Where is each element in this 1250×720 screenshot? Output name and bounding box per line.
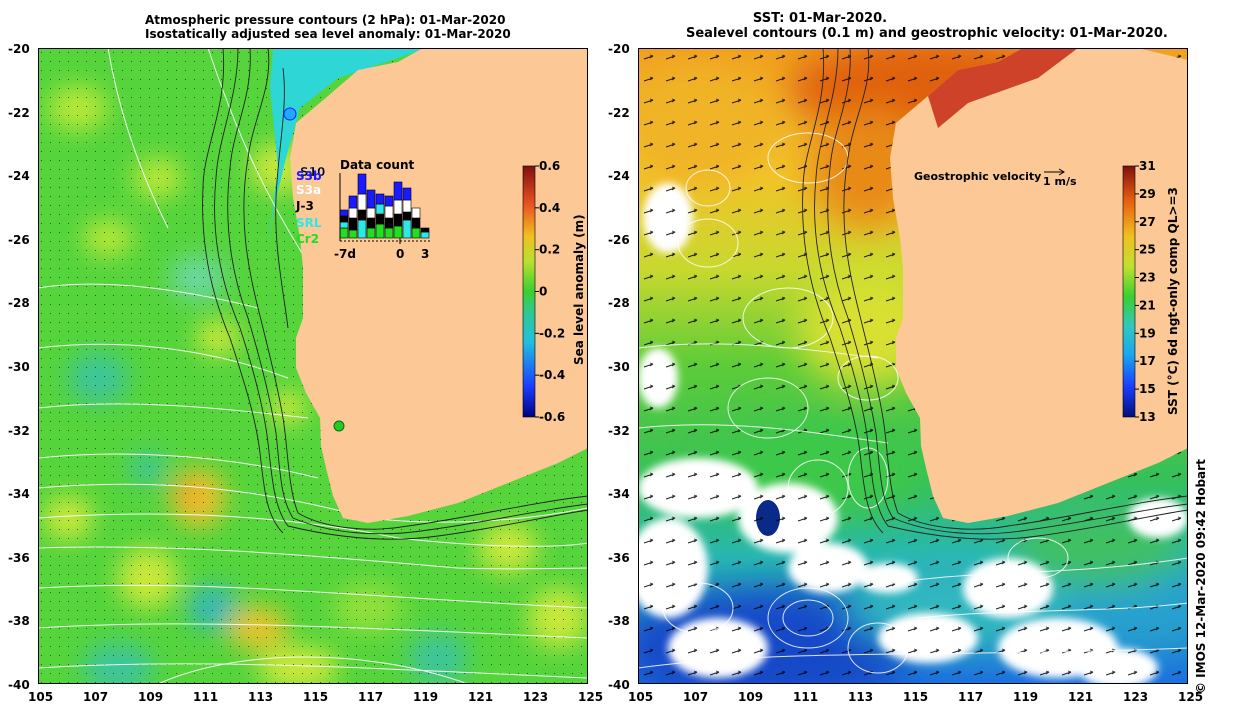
rightY-tick: -30 <box>608 360 630 374</box>
rightX-tick: 121 <box>1068 690 1094 704</box>
rightY-tick: -40 <box>608 678 630 692</box>
station-marker-south <box>333 420 345 432</box>
leftX-tick: 121 <box>468 690 494 704</box>
leftY-tick: -24 <box>8 169 30 184</box>
left-title-line1: Atmospheric pressure contours (2 hPa): 0… <box>145 13 506 27</box>
sstTicks-label: 17 <box>1139 354 1156 368</box>
velocity-legend-arrow <box>1044 168 1065 176</box>
sat-label-s3a: S3a <box>296 183 321 197</box>
leftX-tick: 107 <box>83 690 109 704</box>
rightX-tick: 117 <box>958 690 984 704</box>
sla-colorbar-label: Sea level anomaly (m) <box>572 214 586 365</box>
leftY-tick: -22 <box>8 105 30 120</box>
sla-colorbar: 0.6 0.4 0.2 0 -0.2 -0.4 -0.6 Sea level anomaly… <box>522 160 586 424</box>
slaTicks-label: 0.6 <box>539 160 560 173</box>
sstTicks-label: 19 <box>1139 326 1156 340</box>
leftX-tick: 111 <box>193 690 219 704</box>
coastal-cyan-strip <box>268 48 428 248</box>
sst-colorbar-label: SST (°C) 6d ngt-only comp QL>=3 <box>1166 187 1180 415</box>
data-count-bars <box>339 173 430 239</box>
leftY-tick: -32 <box>8 423 30 438</box>
slaTicks-label: 0 <box>539 285 547 299</box>
australia-land-sst <box>878 48 1188 523</box>
sat-label-s10: S10 <box>300 165 325 179</box>
leftX-tick: 109 <box>138 690 164 704</box>
sstTicks-label: 15 <box>1139 382 1156 396</box>
leftX-tick: 123 <box>523 690 549 704</box>
rightY-tick: -32 <box>608 423 630 438</box>
leftX-tick: 119 <box>413 690 439 704</box>
leftX-tick: 115 <box>303 690 329 704</box>
data-count-axis-max: 3 <box>421 247 429 261</box>
sat-label-j3: J-3 <box>295 199 314 213</box>
rightX-tick: 109 <box>738 690 764 704</box>
rightX-tick: 105 <box>628 690 654 704</box>
sat-label-cr2: Cr2 <box>296 232 319 246</box>
rightY-tick: -36 <box>608 550 630 565</box>
bathymetry-contours-sst <box>802 48 1188 540</box>
station-marker-north <box>283 107 297 121</box>
slaTicks-label: -0.2 <box>539 326 565 340</box>
data-count-axis-zero: 0 <box>396 247 404 261</box>
sstTicks-label: 27 <box>1139 215 1156 229</box>
leftX-tick: 117 <box>358 690 384 704</box>
rightX-tick: 125 <box>1178 690 1204 704</box>
leftY-tick: -28 <box>8 296 30 311</box>
rightX-tick: 113 <box>848 690 874 704</box>
rightX-tick: 111 <box>793 690 819 704</box>
leftY-tick: -26 <box>8 232 30 247</box>
sstTicks-label: 25 <box>1139 243 1156 257</box>
velocity-legend-scale: 1 m/s <box>1043 175 1077 188</box>
data-count-title: Data count <box>340 158 415 172</box>
rightY-tick: -22 <box>608 105 630 120</box>
sat-label-srl: SRL <box>296 216 322 230</box>
rightX-tick: 123 <box>1123 690 1149 704</box>
sstTicks-label: 13 <box>1139 410 1156 424</box>
rightX-tick: 119 <box>1013 690 1039 704</box>
sst-colorbar: 31 29 27 25 23 21 19 17 15 13 SST (°C) 6d ngt-onl… <box>1122 160 1180 424</box>
right-title-line2: Sealevel contours (0.1 m) and geostrophi… <box>686 26 1168 41</box>
leftX-tick: 125 <box>578 690 604 704</box>
leftY-tick: -36 <box>8 550 30 565</box>
slaTicks-label: -0.6 <box>539 410 565 424</box>
sst-map: Geostrophic velocity 1 m/s <box>638 48 1188 684</box>
leftY-tick: -38 <box>8 614 30 629</box>
sstTicks-label: 21 <box>1139 298 1156 312</box>
sat-label-s3b: S3b <box>296 169 322 183</box>
rightY-tick: -24 <box>608 169 630 184</box>
rightX-tick: 115 <box>903 690 929 704</box>
leftY-tick: -40 <box>8 678 30 692</box>
sstTicks-label: 31 <box>1139 160 1156 173</box>
right-title-line1: SST: 01-Mar-2020. <box>752 11 888 26</box>
rightY-tick: -20 <box>608 42 630 56</box>
left-title-line2: Isostatically adjusted sea level anomaly… <box>145 27 511 41</box>
data-count-axis-min: -7d <box>334 247 356 261</box>
leftY-tick: -30 <box>8 360 30 374</box>
sstTicks-label: 23 <box>1139 271 1156 285</box>
rightX-tick: 107 <box>683 690 709 704</box>
data-count-inset: Data count S10 S3b S3a J-3 SRL Cr2 -7d 0… <box>295 158 430 261</box>
australia-land <box>290 48 588 523</box>
leftX-tick: 113 <box>248 690 274 704</box>
rightY-tick: -26 <box>608 232 630 247</box>
sea-level-contours <box>638 132 1188 674</box>
rightY-tick: -28 <box>608 296 630 311</box>
leftY-tick: -20 <box>8 42 30 56</box>
bathymetry-contours <box>202 48 588 540</box>
sstTicks-label: 29 <box>1139 187 1156 201</box>
slaTicks-label: 0.4 <box>539 201 560 215</box>
slaTicks-label: 0.2 <box>539 243 560 257</box>
leftX-tick: 105 <box>28 690 54 704</box>
rightY-tick: -38 <box>608 614 630 629</box>
slaTicks-label: -0.4 <box>539 368 565 382</box>
velocity-legend-label: Geostrophic velocity <box>914 170 1041 183</box>
imos-credit: © IMOS 12-Mar-2020 09:42 Hobart <box>1194 459 1208 694</box>
leftY-tick: -34 <box>8 487 30 502</box>
rightY-tick: -34 <box>608 487 630 502</box>
sea-level-anomaly-map: Data count S10 S3b S3a J-3 SRL Cr2 -7d 0… <box>38 48 588 684</box>
